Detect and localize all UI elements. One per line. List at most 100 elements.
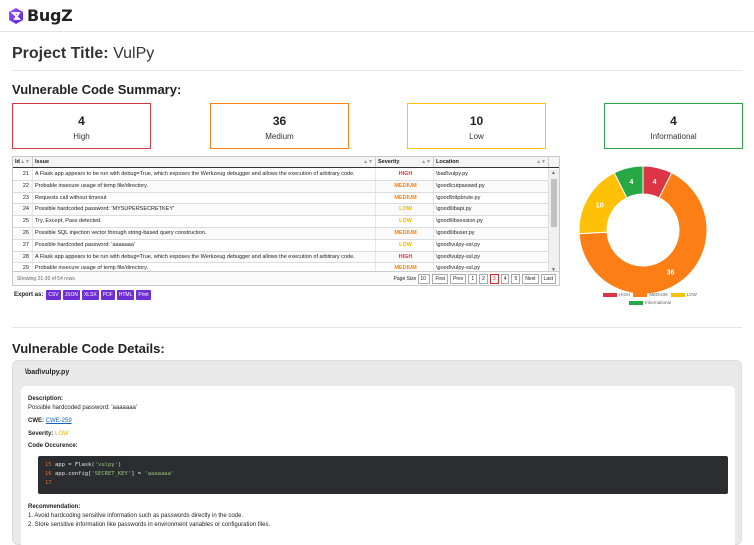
donut-slice-informational[interactable] [613,165,644,199]
table-row[interactable]: 24 Possible hardcoded password: 'MYSUPERS… [13,204,549,217]
row-issue: Probable insecure usage of temp file/dir… [33,263,376,274]
legend-item-high[interactable]: HIGH [603,292,630,297]
cwe-link[interactable]: CWE-259 [45,418,72,424]
row-id: 23 [13,192,33,204]
legend-label: MEDIUM [649,292,668,297]
code-snippet: 15 app = Flask('vulpy') 16 app.config['SEC… [38,456,728,494]
code-line: 15 app = Flask('vulpy') [45,462,122,468]
row-location: \good\libapi.py [434,204,549,216]
legend-swatch [628,300,643,305]
prev-page-button[interactable]: Prev [450,273,467,284]
legend-item-low[interactable]: LOW [670,292,697,297]
table-row[interactable]: 27 Possible hardcoded password: 'aaaaaaa'… [13,239,549,252]
donut-slice-medium[interactable] [578,172,708,295]
table-footer: Showing 21-30 of 54 rows Page Size 10 Fi… [13,271,559,285]
vulnerability-detail-panel: \bad\vulpy.py Description: Possible hard… [12,360,742,545]
column-header-id[interactable]: Id ▲▼ [13,157,33,167]
table-row[interactable]: 28 A Flask app appears to be run with deb… [13,251,549,264]
scroll-down-icon[interactable]: ▼ [551,267,556,273]
data-label-high: 4 [653,179,657,186]
next-page-button[interactable]: Next [522,273,539,284]
export-xlsx-button[interactable]: XLSX [81,290,99,300]
brand-name[interactable]: BugZ [27,6,73,25]
row-severity: LOW [376,204,434,216]
table-row[interactable]: 23 Requests call without timeout MEDIUM \go… [13,192,549,205]
export-csv-button[interactable]: CSV [46,290,61,300]
code-label: Code Occurence: [28,443,78,449]
row-severity: HIGH [376,251,434,263]
first-page-button[interactable]: First [432,273,449,284]
table-row[interactable]: 21 A Flask app appears to be run with deb… [13,169,549,181]
row-severity: HIGH [376,169,434,180]
sort-icon[interactable]: ▲▼ [363,159,373,165]
column-header-issue[interactable]: Issue ▲▼ [33,157,376,167]
row-location: \bad\vulpy.py [434,169,549,180]
summary-card-medium: 36 Medium [210,103,349,149]
table-row[interactable]: 22 Probable insecure usage of temp file/d… [13,180,549,193]
description-label: Description: [28,396,64,402]
page-button-1[interactable]: 1 [468,273,478,284]
page-button-4[interactable]: 4 [500,273,510,284]
last-page-button[interactable]: Last [540,273,556,284]
legend-item-informational[interactable]: Informational [628,300,671,305]
cwe-label: CWE: [28,418,44,424]
project-title-label: Project Title: [12,45,109,62]
row-id: 29 [13,263,33,274]
export-json-button[interactable]: JSON [62,290,80,300]
sort-icon[interactable]: ▲▼ [20,159,30,165]
print-button[interactable]: Print [136,290,151,300]
page-button-2[interactable]: 2 [479,273,488,284]
export-html-button[interactable]: HTML [116,290,135,300]
details-heading: Vulnerable Code Details: [12,341,165,356]
page-size-input[interactable]: 10 [418,273,431,284]
table-scrollbar[interactable]: ▲ ▼ [548,169,559,274]
row-id: 22 [13,180,33,192]
data-label-medium: 36 [667,269,675,276]
row-location: \good\cutpasswd.py [434,180,549,192]
row-location: \good\httpbrute.py [434,192,549,204]
legend-label: LOW [686,292,697,297]
row-issue: Possible SQL injection vector through st… [33,227,376,239]
row-issue: Probable insecure usage of temp file/dir… [33,180,376,192]
summary-heading: Vulnerable Code Summary: [12,82,182,97]
severity-value: LOW [55,431,69,437]
summary-card-informational: 4 Informational [604,103,743,149]
page-button-5[interactable]: 5 [511,273,521,284]
sort-icon[interactable]: ▲▼ [536,159,546,165]
scrollbar-thumb[interactable] [551,179,557,227]
top-navbar: BugZ [0,0,754,32]
sort-icon[interactable]: ▲▼ [421,159,431,165]
legend-item-medium[interactable]: MEDIUM [633,292,668,297]
project-title-value: VulPy [113,45,155,62]
code-line: 17 [45,480,52,486]
card-label: Low [469,132,484,141]
row-id: 27 [13,239,33,251]
detail-card: Description: Possible hardcoded password… [21,386,735,545]
recommendation-item: 2. Store sensitive information like pass… [28,522,271,528]
divider [12,70,742,71]
bugz-logo-icon[interactable] [8,7,24,24]
row-severity: MEDIUM [376,263,434,274]
card-label: Medium [265,132,294,141]
card-label: High [73,132,90,141]
chart-legend: HIGH MEDIUM LOW Informational [590,292,710,308]
legend-swatch [633,292,648,297]
legend-swatch [670,292,685,297]
table-row[interactable]: 25 Try, Except, Pass detected. LOW \good\li… [13,216,549,228]
legend-swatch [603,292,618,297]
page-button-3[interactable]: 3 [489,273,499,284]
row-severity: LOW [376,216,434,227]
card-count: 10 [469,114,484,128]
row-issue: Possible hardcoded password: 'aaaaaaa' [33,239,376,251]
row-issue: Requests call without timeout [33,192,376,204]
table-row[interactable]: 26 Possible SQL injection vector through … [13,227,549,240]
row-id: 28 [13,251,33,263]
recommendation-label: Recommendation: [28,504,81,510]
table-header: Id ▲▼ Issue ▲▼ Severity ▲▼ Location ▲▼ [13,157,559,168]
export-pdf-button[interactable]: PDF [100,290,115,300]
column-header-severity[interactable]: Severity ▲▼ [376,157,434,167]
row-id: 26 [13,227,33,239]
scroll-up-icon[interactable]: ▲ [551,170,556,176]
column-header-location[interactable]: Location ▲▼ [434,157,549,167]
severity-label: Severity: [28,431,54,437]
